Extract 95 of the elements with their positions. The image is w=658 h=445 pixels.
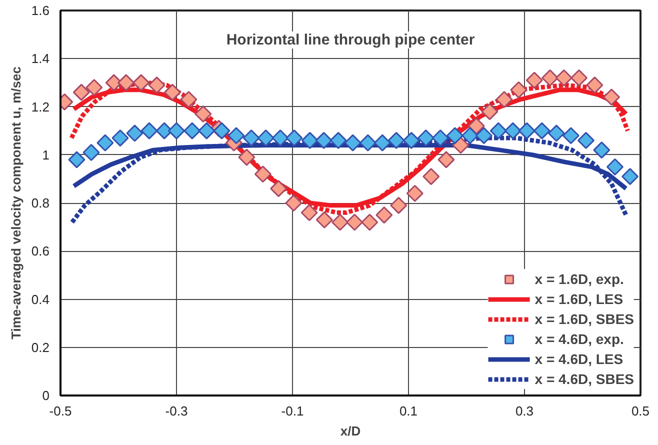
point <box>330 132 347 149</box>
legend-label: x = 1.6D, exp. <box>534 271 624 287</box>
point <box>315 132 332 149</box>
point <box>238 148 256 166</box>
point <box>194 105 212 122</box>
point <box>148 76 166 94</box>
x-tick-label: 0.5 <box>631 404 650 418</box>
point <box>112 130 129 147</box>
point <box>272 130 289 147</box>
y-tick-label: 1.4 <box>31 51 50 66</box>
point <box>504 122 522 140</box>
point <box>570 69 588 86</box>
point <box>286 130 303 147</box>
point <box>164 84 181 101</box>
point <box>242 130 260 147</box>
point <box>285 194 302 212</box>
point <box>118 74 135 92</box>
x-tick-label: 0.1 <box>399 404 418 418</box>
point <box>132 74 150 92</box>
point <box>490 122 507 140</box>
y-tick-label: 0.4 <box>31 292 50 307</box>
point <box>555 69 572 86</box>
point <box>461 127 479 144</box>
y-tick-label: 0.6 <box>31 244 50 259</box>
point <box>376 206 393 224</box>
point <box>359 134 376 152</box>
point <box>68 151 86 168</box>
point <box>213 122 230 140</box>
x-tick-label: 0.3 <box>515 404 534 418</box>
point <box>577 132 595 149</box>
point <box>406 184 424 202</box>
y-tick-label: 0.2 <box>31 340 50 355</box>
point <box>510 81 528 98</box>
point <box>518 122 536 140</box>
point <box>257 130 274 147</box>
point <box>422 168 440 186</box>
point <box>548 124 565 142</box>
point <box>388 132 405 149</box>
point <box>332 214 349 231</box>
point <box>140 122 158 140</box>
point <box>198 122 216 140</box>
point <box>72 84 90 101</box>
point <box>346 214 364 231</box>
point <box>452 136 470 154</box>
point <box>432 130 449 147</box>
point <box>468 117 485 135</box>
point <box>606 158 624 176</box>
point <box>602 88 620 106</box>
point <box>622 168 639 186</box>
point <box>184 122 201 140</box>
point <box>475 127 492 144</box>
point <box>586 76 604 94</box>
point <box>526 72 543 89</box>
point <box>96 134 114 152</box>
point <box>593 142 610 159</box>
point <box>168 122 186 140</box>
point <box>361 214 378 231</box>
point <box>254 166 272 183</box>
x-tick-label: -0.5 <box>49 404 72 418</box>
point <box>300 204 318 222</box>
point <box>82 144 100 161</box>
point <box>270 180 288 198</box>
x-tick-label: -0.1 <box>281 404 304 418</box>
x-axis-title: x/D <box>340 424 361 438</box>
legend-label: x = 4.6D, LES <box>534 351 624 367</box>
legend-label: x = 4.6D, SBES <box>534 371 634 387</box>
point <box>126 124 144 142</box>
point <box>417 130 434 147</box>
legend-label: x = 4.6D, exp. <box>534 331 624 347</box>
point <box>438 151 455 168</box>
y-tick-label: 1.6 <box>31 3 50 18</box>
legend-label: x = 1.6D, LES <box>534 291 624 307</box>
point <box>316 211 333 228</box>
x-tick-label: -0.3 <box>165 404 188 418</box>
point <box>533 122 550 140</box>
point <box>374 134 391 152</box>
y-tick-label: 0 <box>42 388 50 403</box>
point <box>301 132 318 149</box>
point <box>541 69 559 86</box>
y-tick-label: 1 <box>42 147 50 162</box>
point <box>180 91 198 108</box>
legend-label: x = 1.6D, SBES <box>534 311 634 327</box>
point <box>86 78 103 96</box>
point <box>481 103 498 120</box>
point <box>496 91 513 108</box>
text: Horizontal line through pipe center <box>226 32 475 48</box>
point <box>228 127 245 144</box>
point <box>390 196 408 214</box>
point <box>402 132 420 149</box>
y-axis-title: Time-averaged velocity component u, m/sec <box>8 66 24 340</box>
point <box>344 134 362 152</box>
y-tick-label: 0.8 <box>31 196 50 210</box>
y-tick-label: 1.2 <box>31 99 50 114</box>
point <box>446 127 464 144</box>
point <box>562 127 580 144</box>
